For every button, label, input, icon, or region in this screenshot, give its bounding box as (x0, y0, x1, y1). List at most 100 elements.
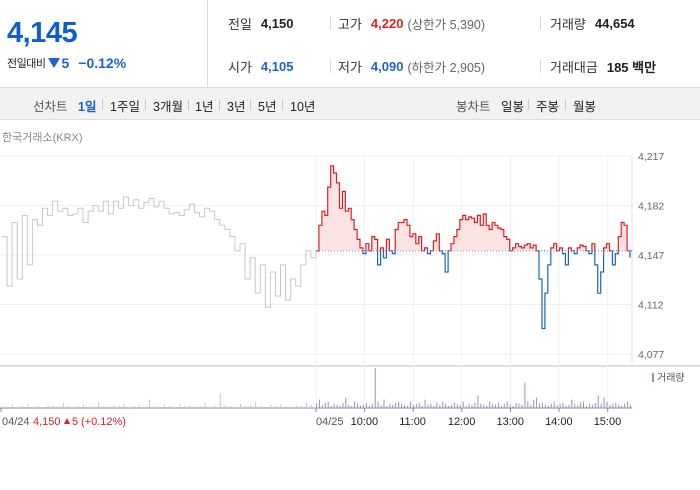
volume-bar-prev (179, 403, 181, 408)
volume-bar-today (612, 403, 614, 408)
tab-3-year[interactable]: 3년 (227, 100, 246, 114)
y-axis-ticks: 4,217 4,182 4,147 4,112 4,077 (638, 151, 664, 361)
volume-bar-today (456, 403, 458, 408)
volume-bars (2, 368, 631, 408)
volume-bar-today (495, 404, 496, 408)
volume-bar-today (509, 404, 511, 408)
volume-bar-prev (133, 405, 135, 408)
volume-bar-prev (22, 405, 24, 408)
change-rate: −0.12% (78, 55, 127, 71)
prev-day-diff: 5 (72, 416, 78, 428)
today-up-line (316, 165, 631, 251)
volume-bar-today (342, 402, 344, 408)
volume-bar-today (392, 404, 394, 408)
price-change-row: 전일대비 5 −0.12% (7, 54, 126, 72)
volume-bar-today (345, 397, 347, 408)
volume-bar-today (486, 405, 488, 408)
volume-bar-prev (42, 406, 44, 408)
volume-bar-today (559, 403, 561, 408)
volume-bar-prev (184, 405, 186, 408)
open-value: 4,105 (260, 58, 294, 74)
volume-bar-today (436, 402, 438, 408)
volume-label: 거래량 (550, 16, 586, 32)
volume-bar-prev (2, 405, 3, 408)
volume-bar-today (430, 403, 432, 408)
volume-legend-swatch (652, 373, 654, 382)
divider (540, 59, 541, 73)
price-chart-svg: 한국거래소(KRX) 4,217 4,182 4,147 4,112 4,077 04/… (0, 131, 700, 428)
volume-bar-today (603, 397, 605, 408)
tab-divider (565, 99, 566, 110)
tab-daily-candle[interactable]: 일봉 (501, 100, 525, 114)
volume-bar-prev (47, 404, 49, 408)
volume-bar-today (574, 403, 576, 408)
tab-5-year[interactable]: 5년 (258, 100, 277, 114)
volume-bar-today (404, 404, 405, 408)
volume-bar-today (565, 405, 567, 408)
volume-bar-prev (108, 406, 110, 408)
amount-value: 185 백만 (606, 59, 657, 75)
divider (330, 59, 331, 73)
tab-1-day[interactable]: 1일 (78, 100, 97, 114)
volume-bar-today (377, 401, 379, 408)
volume-bar-prev (169, 405, 171, 408)
tab-3-month[interactable]: 3개월 (153, 100, 183, 114)
volume-bar-today (318, 399, 320, 408)
amount-label: 거래대금 (550, 59, 598, 75)
volume-bar-prev (305, 402, 307, 408)
volume-bar-today (407, 405, 408, 408)
volume-bar-today (503, 403, 505, 408)
volume-bar-today (477, 395, 479, 408)
volume-bar-today (553, 401, 555, 408)
volume-bar-today (324, 402, 326, 408)
volume-bar-today (333, 403, 335, 408)
volume-bar-today (568, 404, 570, 408)
tab-monthly-candle[interactable]: 월봉 (573, 100, 597, 114)
prev-day-rate: (+0.12%) (81, 416, 126, 428)
tab-weekly-candle[interactable]: 주봉 (536, 100, 560, 114)
x-tick-label: 15:00 (594, 416, 622, 428)
volume-bar-prev (32, 406, 34, 408)
volume-bar-today (471, 404, 473, 408)
volume-bar-today (583, 401, 584, 408)
volume-bar-prev (27, 403, 29, 408)
x-tick-label: 13:00 (496, 416, 524, 428)
volume-bar-today (624, 403, 626, 408)
volume-bar-today (371, 403, 373, 408)
volume-bar-prev (255, 401, 257, 408)
tab-divider (219, 99, 220, 110)
volume-bar-today (474, 402, 476, 408)
volume-bar-prev (290, 406, 292, 408)
volume-bar-prev (295, 404, 297, 408)
volume-bar-today (550, 403, 552, 408)
volume-bar-prev (98, 401, 100, 408)
volume-bar-prev (37, 405, 39, 408)
volume-bar-today (445, 403, 447, 408)
volume-bar-prev (209, 406, 211, 408)
prev-close-stat: 전일 4,150 (228, 14, 293, 32)
tab-1-year[interactable]: 1년 (195, 100, 214, 114)
volume-bar-prev (83, 404, 84, 408)
volume-bar-today (512, 405, 514, 408)
volume-bar-today (339, 405, 341, 408)
intraday-chart[interactable]: 한국거래소(KRX) 4,217 4,182 4,147 4,112 4,077 04/… (0, 120, 700, 490)
volume-bar-prev (265, 406, 267, 408)
candle-chart-title: 봉차트 (456, 100, 491, 114)
volume-legend-label: 거래량 (657, 372, 685, 384)
volume-bar-today (421, 405, 423, 408)
volume-bar-today (465, 405, 467, 408)
volume-bar-prev (235, 406, 236, 408)
volume-bar-today (351, 405, 353, 408)
volume-bar-today (448, 405, 450, 408)
volume-bar-today (451, 404, 452, 408)
x-tick-label: 12:00 (448, 416, 476, 428)
volume-bar-today (539, 403, 540, 408)
volume-bar-today (588, 403, 590, 408)
volume-bar-prev (310, 404, 312, 408)
tab-10-year[interactable]: 10년 (290, 100, 316, 114)
volume-bar-prev (199, 405, 201, 408)
tab-1-week[interactable]: 1주일 (110, 100, 140, 114)
today-up-fill (316, 165, 630, 251)
volume-bar-today (409, 401, 411, 408)
volume-bar-prev (153, 405, 155, 408)
